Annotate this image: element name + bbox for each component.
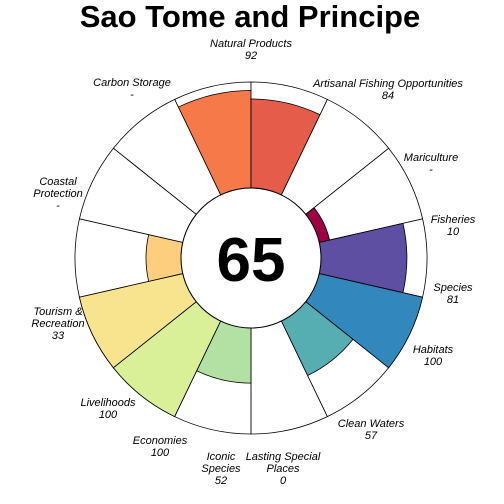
petal-label-natural-products: Natural Products 92 — [210, 38, 292, 62]
petal-fill-tourism-and-recreation — [145, 234, 184, 282]
petal-label-lasting-special-places: Lasting Special Places 0 — [246, 451, 321, 487]
petal-label-mariculture: Mariculture - — [404, 152, 458, 176]
center-score: 65 — [217, 226, 286, 295]
petal-label-species: Species 81 — [433, 282, 473, 306]
petal-label-carbon-storage: Carbon Storage - — [93, 77, 171, 101]
petal-label-tourism-and-recreation: Tourism & Recreation 33 — [31, 306, 84, 342]
petal-label-clean-waters: Clean Waters 57 — [338, 418, 405, 442]
petal-label-iconic-species: Iconic Species 52 — [201, 451, 241, 487]
petal-label-artisanal-fishing-opportunities: Artisanal Fishing Opportunities 84 — [312, 78, 463, 102]
petal-label-coastal-protection: Coastal Protection - — [33, 176, 83, 212]
petal-label-livelihoods: Livelihoods 100 — [80, 397, 136, 421]
labels-group: Natural Products 92 Artisanal Fishing Oppo… — [31, 38, 475, 487]
petal-label-habitats: Habitats 100 — [413, 344, 454, 368]
chart-title: Sao Tome and Principe — [80, 0, 421, 34]
petal-label-fisheries: Fisheries 10 — [431, 214, 476, 238]
petal-label-economies: Economies 100 — [133, 435, 188, 459]
center-circle — [180, 187, 322, 329]
petals-group — [74, 81, 428, 435]
